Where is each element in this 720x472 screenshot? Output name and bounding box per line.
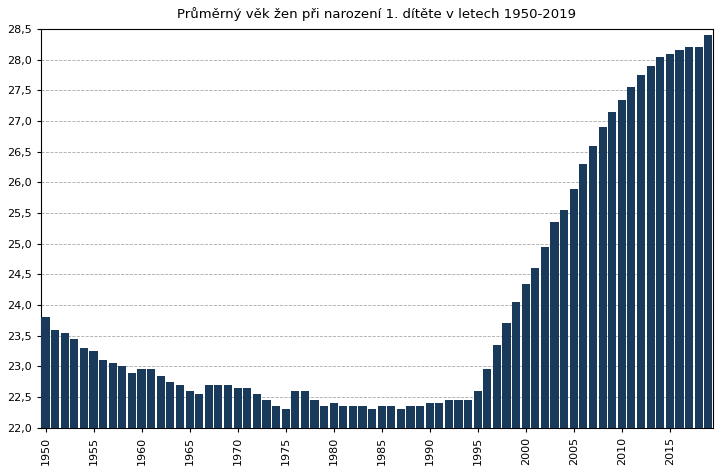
Bar <box>330 403 338 428</box>
Bar <box>666 53 674 428</box>
Bar <box>695 47 703 428</box>
Bar <box>51 329 59 428</box>
Bar <box>416 406 424 428</box>
Bar <box>243 388 251 428</box>
Bar <box>42 317 50 428</box>
Bar <box>551 222 559 428</box>
Bar <box>464 400 472 428</box>
Bar <box>445 400 453 428</box>
Bar <box>560 210 568 428</box>
Bar <box>503 323 510 428</box>
Bar <box>348 406 357 428</box>
Bar <box>253 394 261 428</box>
Bar <box>215 385 222 428</box>
Bar <box>474 391 482 428</box>
Bar <box>291 391 300 428</box>
Bar <box>89 351 98 428</box>
Bar <box>454 400 463 428</box>
Bar <box>310 400 318 428</box>
Bar <box>282 409 289 428</box>
Bar <box>368 409 376 428</box>
Bar <box>618 100 626 428</box>
Bar <box>656 57 665 428</box>
Bar <box>522 284 530 428</box>
Bar <box>387 406 395 428</box>
Bar <box>176 385 184 428</box>
Bar <box>483 370 492 428</box>
Bar <box>157 376 165 428</box>
Bar <box>397 409 405 428</box>
Bar <box>426 403 433 428</box>
Bar <box>301 391 309 428</box>
Bar <box>272 406 280 428</box>
Bar <box>71 339 78 428</box>
Bar <box>589 145 597 428</box>
Bar <box>541 247 549 428</box>
Bar <box>377 406 386 428</box>
Bar <box>704 35 712 428</box>
Bar <box>128 372 136 428</box>
Bar <box>320 406 328 428</box>
Bar <box>608 112 616 428</box>
Bar <box>195 394 203 428</box>
Bar <box>186 391 194 428</box>
Bar <box>166 382 174 428</box>
Bar <box>138 370 145 428</box>
Bar <box>570 188 578 428</box>
Title: Průměrný věk žen při narození 1. dítěte v letech 1950-2019: Průměrný věk žen při narození 1. dítěte … <box>177 7 577 21</box>
Bar <box>647 66 654 428</box>
Bar <box>435 403 444 428</box>
Bar <box>60 333 69 428</box>
Bar <box>580 164 588 428</box>
Bar <box>109 363 117 428</box>
Bar <box>598 127 607 428</box>
Bar <box>685 47 693 428</box>
Bar <box>118 366 127 428</box>
Bar <box>493 345 501 428</box>
Bar <box>233 388 242 428</box>
Bar <box>204 385 213 428</box>
Bar <box>99 360 107 428</box>
Bar <box>80 348 88 428</box>
Bar <box>675 51 683 428</box>
Bar <box>262 400 271 428</box>
Bar <box>627 87 636 428</box>
Bar <box>406 406 415 428</box>
Bar <box>224 385 232 428</box>
Bar <box>339 406 347 428</box>
Bar <box>637 75 645 428</box>
Bar <box>147 370 156 428</box>
Bar <box>531 268 539 428</box>
Bar <box>359 406 366 428</box>
Bar <box>512 302 521 428</box>
